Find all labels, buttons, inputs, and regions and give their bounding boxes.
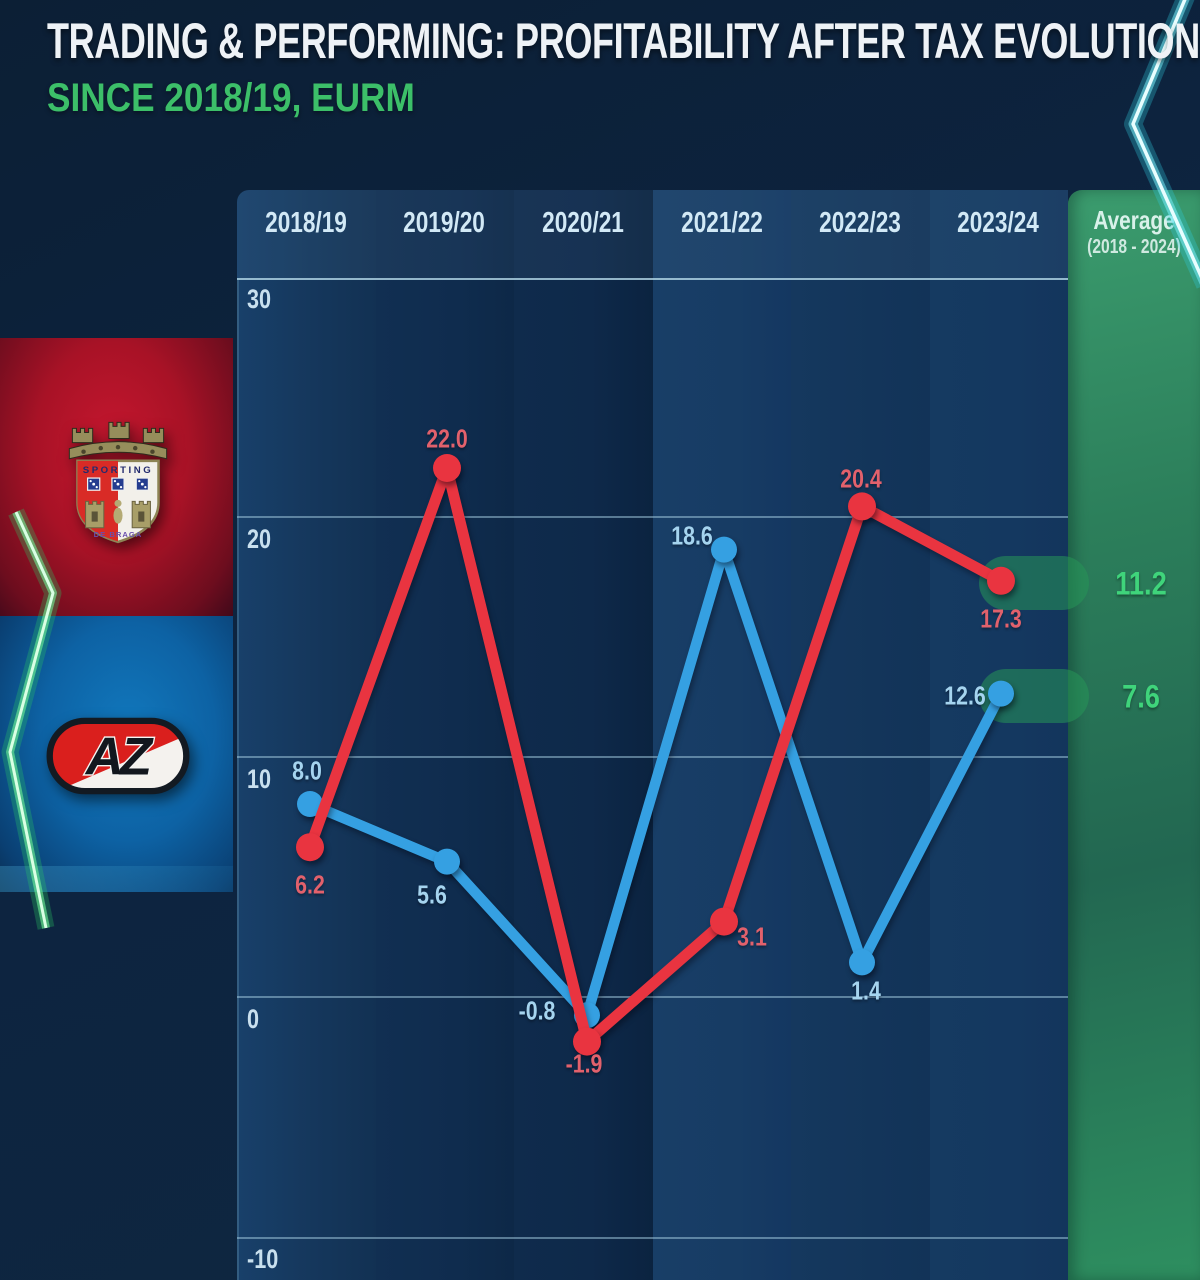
column-band-2022-23 (791, 190, 930, 1280)
page-title: TRADING & PERFORMING: PROFITABILITY AFTE… (47, 13, 1200, 69)
az-logo: AZ (46, 717, 190, 795)
data-point-braga-2019-20 (433, 454, 461, 482)
y-tick-30: 30 (247, 284, 272, 314)
data-label-az-2021-22: 18.6 (671, 520, 713, 551)
series-line-az (304, 544, 1007, 1021)
data-point-az-2019-20 (434, 848, 460, 875)
average-value-az: 7.6 (1122, 678, 1160, 715)
column-band-2021-22 (652, 190, 791, 1280)
braga-crest-logo: SPORTING DE BRAGA (68, 421, 168, 544)
chart-left-edge (237, 278, 239, 1280)
category-2019-20: 2019/20 (403, 207, 485, 239)
crest-crown (68, 421, 168, 460)
column-band-2019-20 (375, 190, 514, 1280)
data-label-braga-2021-22: 3.1 (737, 921, 767, 952)
data-label-az-2022-23: 1.4 (851, 975, 881, 1006)
data-label-braga-2019-20: 22.0 (426, 423, 468, 454)
y-tick-minus10: -10 (247, 1244, 279, 1274)
data-label-braga-2022-23: 20.4 (840, 463, 882, 494)
column-band-2023-24 (929, 190, 1068, 1280)
crest-top-text: SPORTING (83, 465, 153, 476)
data-point-braga-2020-21 (573, 1027, 601, 1056)
gridline-minus10 (237, 1237, 1068, 1239)
data-label-braga-2020-21: -1.9 (565, 1048, 603, 1079)
az-monogram: AZ (84, 728, 154, 787)
y-tick-20: 20 (247, 524, 272, 554)
crest-towers (85, 499, 151, 529)
data-point-az-2022-23 (849, 949, 875, 976)
series-line-braga (304, 462, 1007, 1048)
column-band-2020-21 (514, 190, 653, 1280)
data-label-az-2018-19: 8.0 (292, 755, 322, 786)
data-point-braga-2023-24 (987, 566, 1015, 595)
y-tick-10: 10 (247, 764, 272, 794)
category-2022-23: 2022/23 (819, 207, 901, 239)
average-column (1068, 190, 1200, 1280)
data-label-braga-2023-24: 17.3 (980, 603, 1022, 634)
data-label-braga-2018-19: 6.2 (295, 869, 325, 900)
data-point-az-2021-22 (711, 536, 737, 563)
gridline-0 (237, 996, 1068, 998)
crest-bottom-text: DE BRAGA (94, 530, 143, 539)
data-label-az-2020-21: -0.8 (518, 995, 556, 1026)
category-2018-19: 2018/19 (265, 207, 347, 239)
data-point-az-2023-24 (988, 680, 1014, 707)
category-2023-24: 2023/24 (957, 207, 1039, 239)
page-subtitle: SINCE 2018/19, EURM (47, 76, 415, 120)
category-2021-22: 2021/22 (681, 207, 763, 239)
data-label-az-2019-20: 5.6 (417, 879, 447, 910)
data-point-braga-2018-19 (296, 833, 324, 862)
data-point-braga-2021-22 (710, 907, 738, 936)
category-2020-21: 2020/21 (542, 207, 624, 239)
data-point-braga-2022-23 (848, 492, 876, 521)
gridline-20 (237, 516, 1068, 518)
crest-checker-squares (86, 477, 150, 491)
data-point-az-2018-19 (297, 791, 323, 817)
gridline-10 (237, 756, 1068, 758)
y-tick-0: 0 (247, 1004, 260, 1034)
data-label-az-2023-24: 12.6 (944, 680, 986, 711)
chart-header-strip (237, 190, 1068, 280)
average-value-braga: 11.2 (1115, 565, 1167, 602)
crest-shield: SPORTING DE BRAGA (76, 459, 160, 544)
